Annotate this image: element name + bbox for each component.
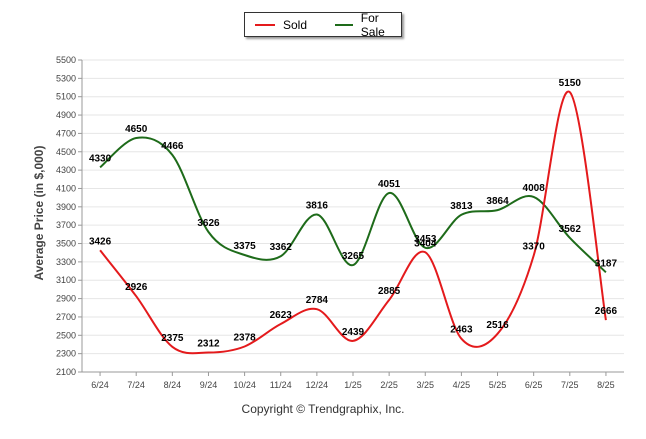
x-tick-label: 4/25 bbox=[453, 380, 471, 390]
y-tick-label: 4100 bbox=[56, 183, 76, 193]
data-label-sold: 3426 bbox=[89, 236, 112, 247]
data-label-for-sale: 3265 bbox=[342, 251, 365, 262]
data-label-for-sale: 4008 bbox=[523, 183, 546, 194]
x-tick-label: 3/25 bbox=[417, 380, 435, 390]
x-tick-label: 7/25 bbox=[561, 380, 579, 390]
data-label-sold: 2378 bbox=[233, 332, 256, 343]
y-tick-label: 2900 bbox=[56, 294, 76, 304]
y-tick-label: 2300 bbox=[56, 349, 76, 359]
data-label-for-sale: 3362 bbox=[270, 242, 293, 253]
data-label-sold: 5150 bbox=[559, 78, 582, 89]
y-tick-label: 5500 bbox=[56, 55, 76, 65]
data-label-for-sale: 3816 bbox=[306, 201, 329, 212]
legend-item-for-sale: For Sale bbox=[335, 11, 401, 39]
y-tick-label: 4300 bbox=[56, 165, 76, 175]
x-tick-label: 6/25 bbox=[525, 380, 543, 390]
data-label-sold: 2439 bbox=[342, 327, 365, 338]
y-tick-label: 5100 bbox=[56, 92, 76, 102]
series-line-sold bbox=[99, 90, 607, 355]
y-tick-label: 4900 bbox=[56, 110, 76, 120]
y-tick-label: 2700 bbox=[56, 312, 76, 322]
x-tick-label: 11/24 bbox=[270, 380, 292, 390]
y-tick-label: 4700 bbox=[56, 128, 76, 138]
copyright-text: Copyright © Trendgraphix, Inc. bbox=[241, 402, 405, 416]
legend-swatch-for-sale bbox=[335, 23, 353, 26]
x-tick-label: 5/25 bbox=[489, 380, 507, 390]
data-label-sold: 2516 bbox=[486, 320, 509, 331]
y-tick-label: 3900 bbox=[56, 202, 76, 212]
plot-area bbox=[82, 60, 624, 372]
x-tick-label: 6/24 bbox=[91, 380, 109, 390]
y-tick-label: 4500 bbox=[56, 147, 76, 157]
data-label-sold: 3370 bbox=[523, 241, 546, 252]
y-tick-label: 5300 bbox=[56, 73, 76, 83]
series-line-for-sale bbox=[99, 136, 607, 274]
data-label-sold: 2885 bbox=[378, 286, 401, 297]
x-tick-label: 2/25 bbox=[380, 380, 398, 390]
data-label-sold: 3404 bbox=[414, 238, 437, 249]
y-tick-label: 3100 bbox=[56, 275, 76, 285]
legend-label-sold: Sold bbox=[283, 17, 308, 32]
data-label-for-sale: 4330 bbox=[89, 153, 112, 164]
data-label-sold: 2623 bbox=[270, 310, 293, 321]
legend-item-sold: Sold bbox=[255, 18, 307, 32]
data-label-for-sale: 4650 bbox=[125, 124, 148, 135]
y-tick-label: 3700 bbox=[56, 220, 76, 230]
data-label-sold: 2926 bbox=[125, 282, 148, 293]
y-axis-label: Average Price (in $,000) bbox=[32, 145, 46, 281]
x-tick-label: 8/25 bbox=[597, 380, 615, 390]
x-tick-label: 12/24 bbox=[306, 380, 329, 390]
legend-label-for-sale: For Sale bbox=[360, 10, 385, 39]
y-tick-label: 3300 bbox=[56, 257, 76, 267]
x-tick-label: 1/25 bbox=[344, 380, 362, 390]
y-tick-label: 3500 bbox=[56, 239, 76, 249]
data-label-for-sale: 3375 bbox=[233, 241, 256, 252]
data-label-for-sale: 3626 bbox=[197, 218, 220, 229]
data-label-sold: 2666 bbox=[595, 306, 618, 317]
data-label-for-sale: 3453 bbox=[414, 234, 437, 245]
x-tick-label: 8/24 bbox=[164, 380, 182, 390]
data-label-for-sale: 3813 bbox=[450, 201, 473, 212]
legend-swatch-sold bbox=[255, 23, 275, 26]
data-label-sold: 2784 bbox=[306, 295, 329, 306]
data-label-sold: 2312 bbox=[197, 339, 220, 350]
legend: Sold For Sale bbox=[244, 11, 402, 39]
y-tick-label: 2500 bbox=[56, 330, 76, 340]
x-tick-label: 10/24 bbox=[233, 380, 256, 390]
x-tick-label: 7/24 bbox=[127, 380, 145, 390]
data-label-for-sale: 4466 bbox=[161, 141, 184, 152]
data-label-sold: 2375 bbox=[161, 333, 184, 344]
data-label-sold: 2463 bbox=[450, 325, 473, 336]
data-label-for-sale: 4051 bbox=[378, 179, 401, 190]
data-label-for-sale: 3187 bbox=[595, 258, 618, 269]
x-tick-label: 9/24 bbox=[200, 380, 218, 390]
data-label-for-sale: 3864 bbox=[486, 196, 509, 207]
data-label-for-sale: 3562 bbox=[559, 224, 582, 235]
y-tick-label: 2100 bbox=[56, 367, 76, 377]
